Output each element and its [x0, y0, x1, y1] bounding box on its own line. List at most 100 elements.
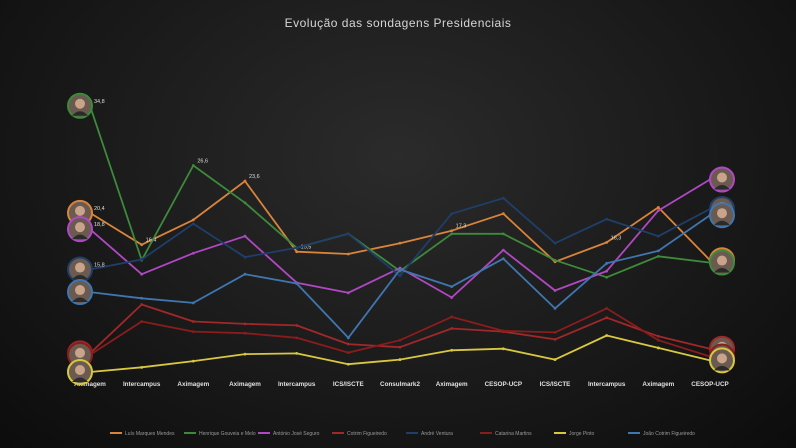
data-point	[140, 320, 144, 323]
data-point	[140, 296, 144, 300]
candidate-photo-right-6	[709, 347, 735, 374]
data-point	[656, 209, 660, 212]
x-tick-label: Intercampus	[588, 381, 626, 388]
data-point	[398, 358, 402, 361]
candidate-photo-face	[75, 98, 85, 109]
x-tick-label: ICS/ISCTE	[333, 381, 364, 388]
candidate-photo-left-1	[67, 92, 93, 119]
candidate-photo-left-2	[67, 216, 93, 243]
x-tick-label: CESOP-UCP	[691, 381, 728, 388]
data-point	[243, 179, 247, 183]
data-label: 34,8	[94, 99, 105, 105]
data-point	[553, 306, 557, 310]
series-1: 34,826,614	[88, 99, 720, 279]
legend-label: António José Seguro	[273, 431, 320, 437]
data-label: 18,8	[94, 222, 105, 228]
candidate-photo-body	[72, 297, 88, 303]
x-tick-label: Aximagem	[74, 381, 106, 388]
data-point	[605, 269, 609, 273]
legend-label: João Cotrim Figueiredo	[643, 431, 695, 437]
data-point	[605, 306, 609, 310]
series-7	[88, 213, 712, 340]
data-point	[295, 351, 299, 355]
data-point	[450, 315, 454, 319]
data-point	[398, 241, 402, 245]
chart-title: Evolução das sondagens Presidenciais	[284, 16, 512, 30]
x-tick-label: ICS/ISCTE	[540, 381, 571, 388]
candidate-photo-face	[75, 365, 85, 375]
candidate-photo-left-6	[67, 359, 93, 385]
data-point	[656, 249, 660, 253]
candidate-photo-face	[75, 222, 85, 233]
series-5	[88, 306, 712, 358]
data-label: 26,6	[197, 159, 208, 165]
candidate-photo-face	[717, 353, 727, 364]
data-point	[243, 234, 247, 238]
candidate-photo-body	[714, 220, 730, 226]
data-point	[295, 282, 299, 285]
candidate-photo-body	[714, 365, 730, 371]
data-point	[605, 261, 609, 265]
data-point	[140, 303, 144, 306]
data-point	[398, 274, 402, 278]
legend: Luís Marques Mendes Henrique Gouveia e Me…	[110, 431, 695, 437]
data-point	[398, 345, 402, 349]
data-point	[191, 218, 195, 222]
data-point	[501, 347, 505, 351]
data-point	[346, 291, 350, 295]
data-point	[191, 359, 195, 363]
candidate-photo-body	[714, 268, 730, 273]
candidate-photo-left-4	[67, 256, 93, 283]
data-point	[191, 301, 195, 305]
data-point	[605, 240, 609, 244]
data-point	[553, 289, 557, 292]
data-label: 15,8	[94, 263, 105, 269]
data-point	[605, 217, 609, 221]
data-point	[450, 348, 454, 352]
data-point	[191, 330, 195, 334]
data-label: 17,3	[456, 224, 467, 230]
data-point	[656, 254, 660, 258]
data-point	[605, 334, 609, 337]
candidate-photo-face	[75, 285, 85, 296]
data-point	[605, 316, 609, 320]
x-tick-label: Aximagem	[642, 381, 674, 388]
data-point	[346, 232, 350, 236]
data-point	[553, 258, 557, 262]
data-point	[243, 201, 247, 205]
series-line	[89, 180, 711, 263]
data-point	[191, 164, 195, 167]
data-point	[656, 206, 660, 209]
data-point	[501, 232, 505, 236]
candidate-photo-face	[717, 208, 727, 219]
legend-label: Jorge Pinto	[569, 431, 595, 437]
data-point	[295, 246, 299, 250]
legend-label: Catarina Martins	[495, 431, 532, 437]
x-tick-label: Intercampus	[123, 381, 161, 388]
data-label: 16,4	[146, 238, 157, 244]
data-point	[346, 252, 350, 256]
candidate-photo-right-2	[709, 166, 735, 193]
data-point	[140, 258, 144, 261]
candidate-photo-left-7	[67, 279, 93, 306]
data-point	[191, 222, 195, 226]
candidate-photo-right-7	[709, 202, 735, 229]
x-tick-label: Intercampus	[278, 381, 316, 388]
data-point	[243, 331, 247, 335]
x-tick-label: Aximagem	[436, 381, 468, 388]
data-point	[656, 346, 660, 350]
data-point	[450, 285, 454, 289]
data-point	[140, 365, 144, 369]
series-6	[88, 334, 712, 374]
series-0: 20,4 16,4 23,6 15,5 17,3 16,3	[88, 174, 712, 264]
data-point	[243, 322, 247, 326]
candidate-photo-body	[72, 234, 88, 240]
data-point	[656, 338, 660, 342]
data-point	[553, 358, 557, 361]
data-point	[605, 275, 609, 279]
data-point	[346, 336, 350, 340]
candidate-photo-body	[72, 377, 88, 382]
data-label: 16,3	[611, 235, 622, 241]
data-label: 20,4	[94, 206, 105, 212]
